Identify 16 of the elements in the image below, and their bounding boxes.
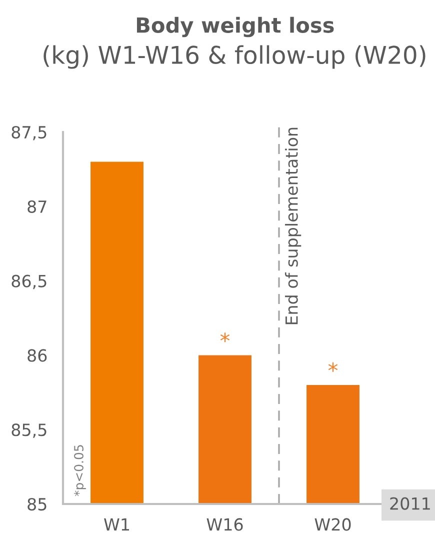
y-tick-label: 87 (28, 200, 46, 213)
y-tick-label: 85 (28, 498, 46, 511)
y-tick-label: 86 (28, 349, 47, 362)
annotation: End of supplementation (285, 128, 302, 324)
chart-title: Body weight loss (136, 16, 334, 38)
text: 2011 (390, 497, 430, 510)
chart-subtitle: (kg) W1-W16 & follow-up (W20) (44, 45, 426, 69)
x-tick-label: W20 (314, 518, 351, 531)
annotation: * (220, 332, 230, 342)
x-tick-label: W16 (206, 518, 243, 531)
annotation: *p<0.05 (74, 445, 86, 496)
y-tick-label: 86,5 (12, 274, 46, 290)
x-tick-label: W1 (104, 518, 130, 531)
y-tick-label: 85,5 (12, 424, 46, 438)
annotation: * (328, 362, 338, 372)
y-tick-label: 87,5 (12, 126, 46, 140)
